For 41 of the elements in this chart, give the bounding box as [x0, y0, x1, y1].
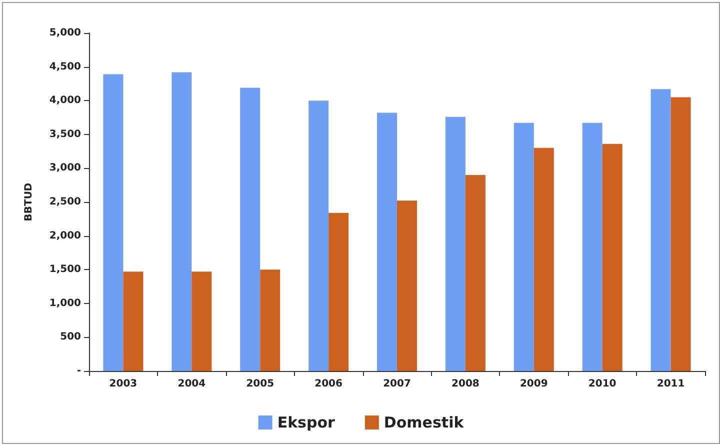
- y-tick-label: 2,500: [49, 196, 82, 208]
- bar: [465, 174, 486, 371]
- bar: [103, 74, 124, 371]
- bar: [445, 116, 466, 371]
- x-tick-label: 2004: [178, 378, 206, 390]
- bar: [192, 272, 212, 371]
- x-tick-label: 2006: [314, 378, 343, 390]
- bar: [650, 89, 671, 371]
- y-tick-label: 3,000: [49, 162, 82, 174]
- bar: [514, 122, 534, 371]
- x-tick-label: 2009: [520, 378, 548, 390]
- x-tick-label: 2005: [246, 378, 274, 390]
- y-tick-label: 5,000: [49, 28, 82, 38]
- bar: [260, 270, 280, 371]
- legend-label: Ekspor: [277, 414, 336, 432]
- y-tick-label: -: [76, 366, 81, 376]
- bar: [534, 148, 554, 371]
- legend-label: Domestik: [384, 414, 465, 432]
- bar: [308, 100, 329, 371]
- bar: [172, 72, 192, 371]
- bar: [240, 88, 260, 371]
- bar: [602, 144, 622, 371]
- y-tick-label: 4,500: [49, 61, 82, 72]
- x-tick-label: 2008: [452, 378, 480, 390]
- bar: [582, 122, 602, 371]
- y-tick-label: 3,500: [49, 128, 82, 140]
- bar: [123, 272, 144, 371]
- bar: [397, 200, 417, 371]
- y-tick-label: 500: [60, 332, 82, 343]
- bar: [670, 97, 691, 371]
- y-axis-title: BBTUD: [24, 182, 34, 222]
- x-tick-label: 2003: [109, 378, 138, 390]
- x-tick-label: 2010: [588, 378, 616, 390]
- y-tick-label: 1,500: [49, 264, 82, 276]
- x-tick-label: 2011: [656, 378, 685, 390]
- y-tick-label: 4,000: [49, 95, 82, 106]
- x-tick-label: 2007: [383, 378, 411, 390]
- y-tick-label: 2,000: [49, 230, 82, 242]
- y-tick-label: 1,000: [49, 298, 82, 309]
- bar: [377, 112, 397, 371]
- bar: [328, 212, 349, 371]
